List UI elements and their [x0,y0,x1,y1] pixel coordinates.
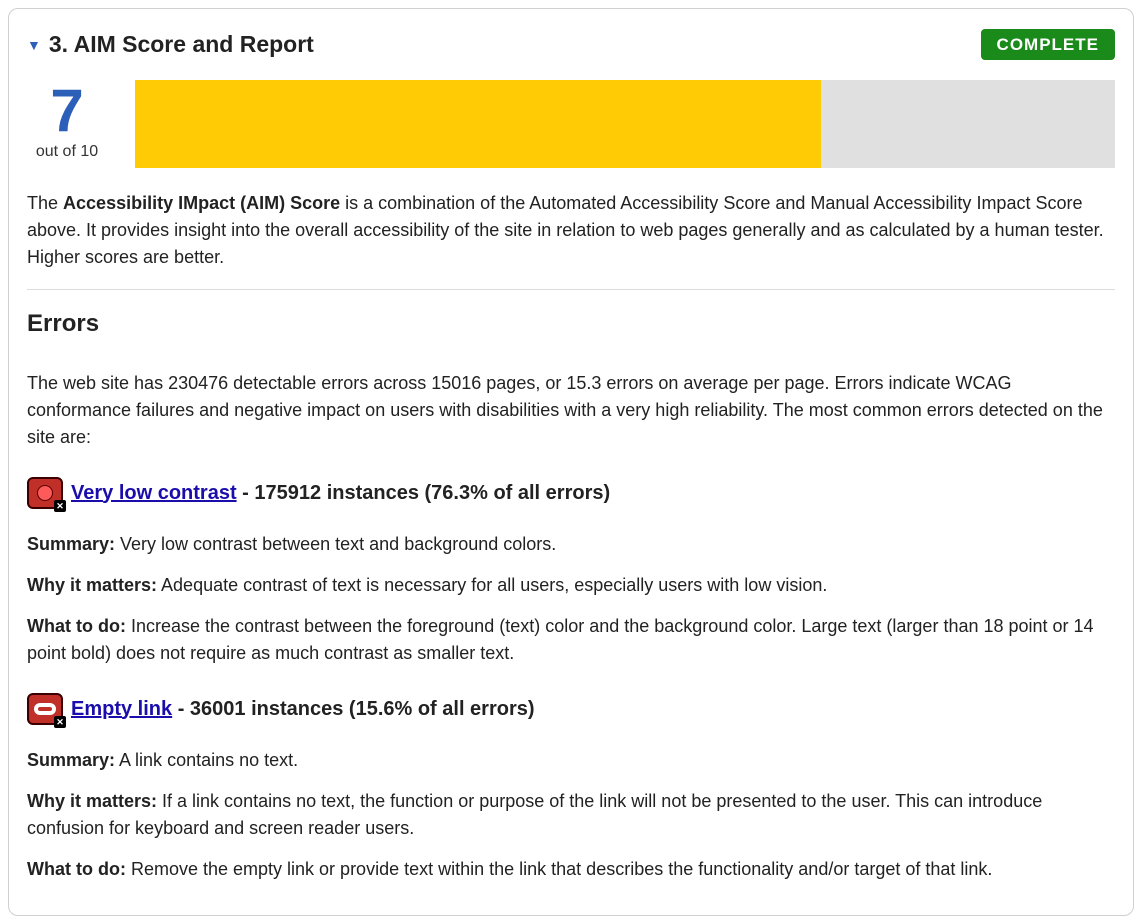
divider [27,289,1115,290]
error-suffix: - 175912 instances (76.3% of all errors) [237,482,611,504]
error-summary: Summary: Very low contrast between text … [27,531,1115,558]
score-bar-fill [135,80,821,168]
error-summary: Summary: A link contains no text. [27,747,1115,774]
errors-intro: The web site has 230476 detectable error… [27,370,1115,451]
errors-heading: Errors [27,306,1115,342]
error-todo: What to do: Remove the empty link or pro… [27,856,1115,883]
intro-paragraph: The Accessibility IMpact (AIM) Score is … [27,190,1115,271]
todo-text: Increase the contrast between the foregr… [27,616,1094,663]
error-link[interactable]: Empty link [71,698,172,720]
summary-text: A link contains no text. [115,750,298,770]
report-panel: ▼ 3. AIM Score and Report COMPLETE 7 out… [8,8,1134,916]
score-row: 7 out of 10 [27,80,1115,168]
score-bar-bg [135,80,1115,168]
score-value: 7 [27,83,107,138]
error-todo: What to do: Increase the contrast betwee… [27,613,1115,667]
todo-text: Remove the empty link or provide text wi… [126,859,992,879]
intro-prefix: The [27,193,63,213]
empty-link-error-icon: ✕ [27,693,63,725]
error-why: Why it matters: Adequate contrast of tex… [27,572,1115,599]
todo-label: What to do: [27,859,126,879]
score-box: 7 out of 10 [27,83,107,164]
summary-text: Very low contrast between text and backg… [115,534,556,554]
summary-label: Summary: [27,534,115,554]
error-heading: ✕ Empty link - 36001 instances (15.6% of… [27,693,1115,725]
error-link[interactable]: Very low contrast [71,482,237,504]
section-title: 3. AIM Score and Report [49,27,314,62]
error-heading: ✕ Very low contrast - 175912 instances (… [27,477,1115,509]
why-text: If a link contains no text, the function… [27,791,1042,838]
collapse-caret-icon[interactable]: ▼ [27,35,41,56]
section-header: ▼ 3. AIM Score and Report COMPLETE [27,27,1115,62]
section-header-left[interactable]: ▼ 3. AIM Score and Report [27,27,314,62]
why-label: Why it matters: [27,791,157,811]
why-text: Adequate contrast of text is necessary f… [157,575,827,595]
error-suffix: - 36001 instances (15.6% of all errors) [172,698,534,720]
why-label: Why it matters: [27,575,157,595]
score-max: out of 10 [27,140,107,164]
summary-label: Summary: [27,750,115,770]
status-badge: COMPLETE [981,29,1115,61]
intro-bold: Accessibility IMpact (AIM) Score [63,193,340,213]
todo-label: What to do: [27,616,126,636]
error-why: Why it matters: If a link contains no te… [27,788,1115,842]
contrast-error-icon: ✕ [27,477,63,509]
